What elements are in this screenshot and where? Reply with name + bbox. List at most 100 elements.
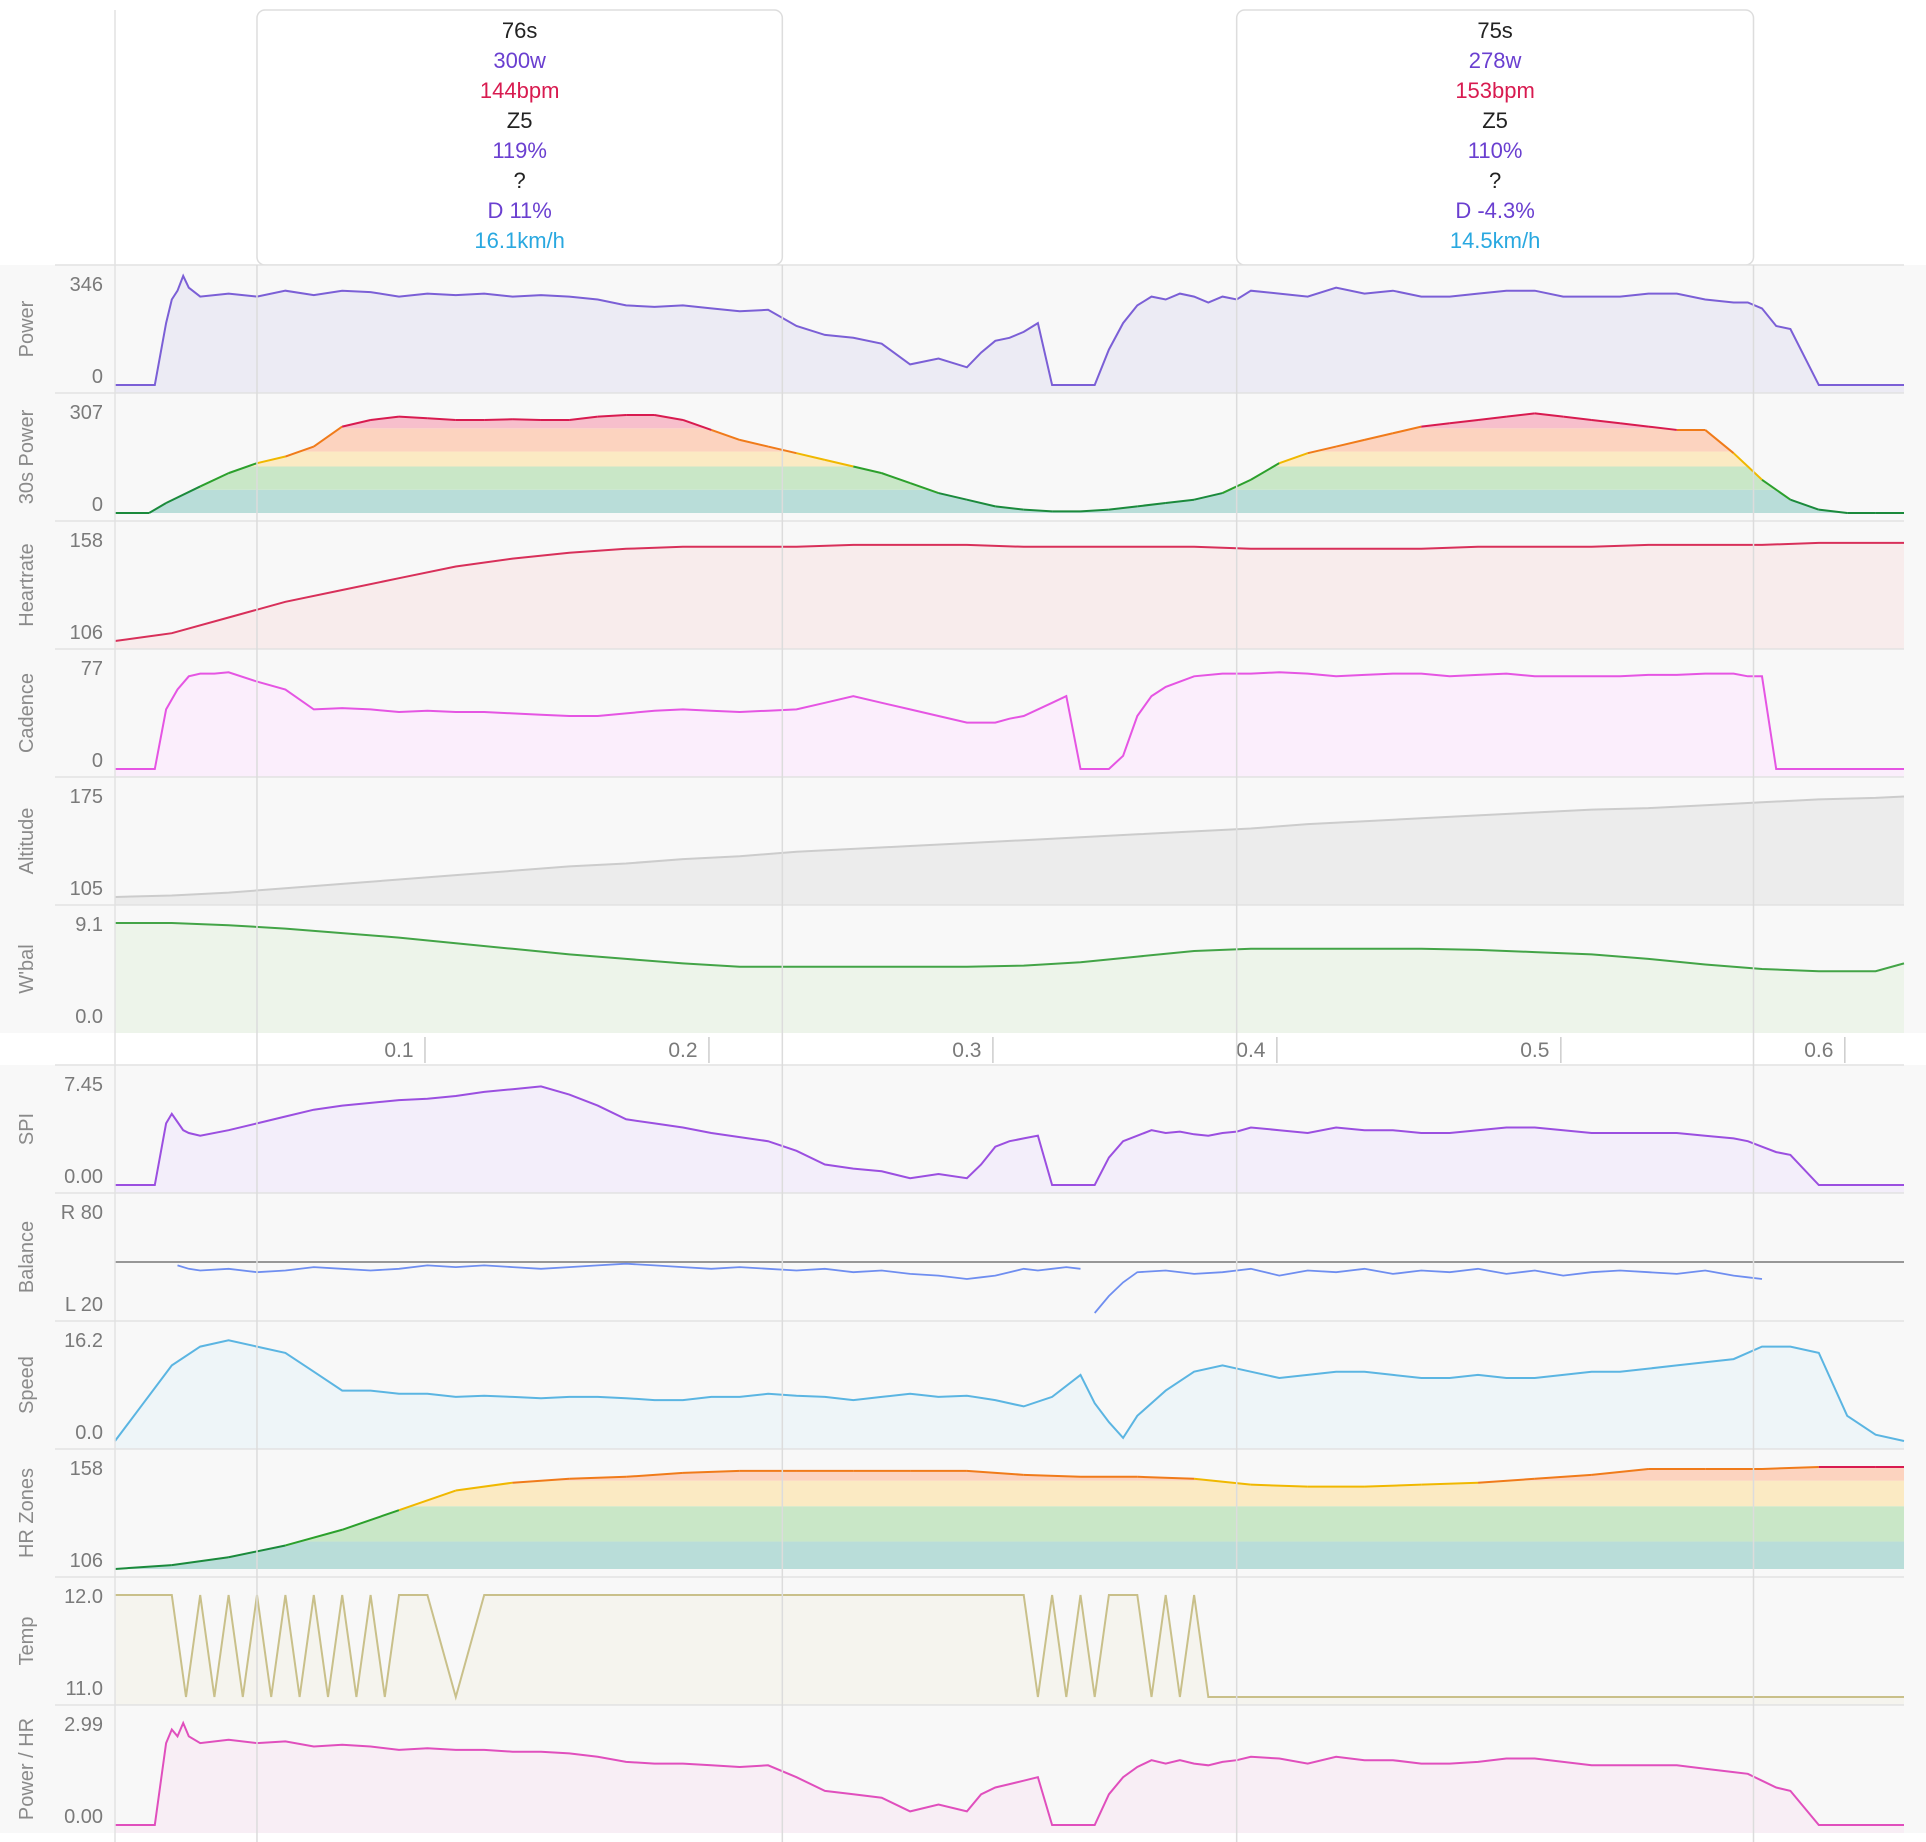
panel-title: Balance — [16, 1221, 38, 1293]
series-segment — [824, 458, 854, 468]
x-tick-label: 0.3 — [952, 1039, 981, 1062]
series-segment — [1506, 412, 1535, 418]
y-min-label: 106 — [70, 622, 103, 644]
series-segment — [285, 1528, 343, 1547]
x-tick-label: 0.6 — [1804, 1039, 1833, 1062]
series-segment — [1421, 1481, 1479, 1486]
series-segment — [1648, 425, 1677, 431]
panel-title: Power — [16, 300, 38, 357]
series-segment — [1761, 478, 1791, 501]
series-segment — [1364, 432, 1394, 441]
interval-label: 153bpm — [1455, 78, 1535, 103]
series-segment — [484, 418, 513, 421]
balance-line — [1094, 1267, 1763, 1314]
panel-title: Speed — [16, 1356, 38, 1414]
series-segment — [909, 482, 939, 495]
series-line — [114, 541, 1904, 642]
series-area — [115, 1086, 1904, 1193]
series-segment — [1790, 498, 1820, 511]
x-axis-band — [0, 1033, 1926, 1065]
series-segment — [1534, 1473, 1592, 1480]
series-segment — [1137, 1475, 1195, 1480]
series-segment — [1250, 462, 1280, 481]
interval-label: 16.1km/h — [474, 228, 565, 253]
y-max-label: 307 — [70, 402, 103, 424]
balance-line — [177, 1262, 1081, 1280]
series-segment — [1761, 1466, 1819, 1470]
y-min-label: 0 — [92, 366, 103, 388]
series-segment — [1818, 508, 1848, 514]
series-segment — [569, 1475, 627, 1480]
series-line — [115, 1085, 1904, 1186]
series-segment — [1137, 502, 1166, 508]
series-segment — [199, 472, 230, 488]
y-max-label: 16.2 — [64, 1330, 103, 1352]
series-segment — [455, 1481, 513, 1492]
panel-title: Temp — [16, 1617, 38, 1666]
series-segment — [711, 428, 741, 441]
series-segment — [1193, 1477, 1251, 1486]
series-segment — [1250, 1483, 1308, 1488]
series-segment — [1278, 452, 1308, 465]
series-segment — [1023, 1473, 1081, 1478]
interval-label: 14.5km/h — [1450, 228, 1541, 253]
series-area — [115, 275, 1904, 393]
x-tick-label: 0.4 — [1236, 1039, 1266, 1062]
y-max-label: R 80 — [61, 1202, 103, 1224]
series-segment — [682, 419, 712, 431]
y-min-label: 106 — [70, 1550, 103, 1572]
panel-title: Altitude — [16, 808, 38, 875]
series-segment — [1108, 505, 1138, 511]
series-line — [114, 795, 1905, 898]
interval-label: D -4.3% — [1455, 198, 1534, 223]
interval-label: 75s — [1477, 18, 1512, 43]
series-segment — [1732, 452, 1763, 481]
panel-title: Power / HR — [16, 1718, 38, 1820]
series-area — [115, 796, 1904, 905]
series-segment — [626, 1471, 684, 1478]
series-segment — [1193, 492, 1223, 501]
y-max-label: 2.99 — [64, 1714, 103, 1736]
series-line — [115, 671, 1904, 770]
series-segment — [313, 425, 343, 448]
series-segment — [285, 445, 315, 458]
y-min-label: 0.0 — [75, 1006, 103, 1028]
series-segment — [165, 485, 201, 504]
interval-label: 278w — [1469, 48, 1522, 73]
panel-title: Cadence — [16, 673, 38, 753]
series-line — [114, 1339, 1905, 1442]
series-segment — [1449, 418, 1479, 425]
y-max-label: 346 — [70, 274, 103, 296]
series-segment — [1165, 498, 1195, 505]
series-segment — [966, 498, 996, 508]
zone-band — [115, 1506, 1904, 1542]
series-segment — [1563, 415, 1592, 421]
y-min-label: 0.0 — [75, 1422, 103, 1444]
x-tick-label: 0.2 — [668, 1039, 697, 1062]
series-segment — [995, 505, 1024, 511]
series-line — [115, 1594, 1904, 1701]
series-segment — [938, 492, 968, 501]
interval-label: 144bpm — [480, 78, 560, 103]
y-max-label: 77 — [81, 658, 103, 680]
series-segment — [881, 472, 911, 485]
series-segment — [597, 413, 627, 418]
y-min-label: 11.0 — [66, 1678, 103, 1700]
y-min-label: 105 — [70, 878, 103, 900]
series-segment — [1392, 425, 1422, 435]
y-min-label: 0 — [92, 750, 103, 772]
series-segment — [1534, 412, 1564, 418]
series-area — [115, 923, 1904, 1033]
panel-title: SPI — [16, 1113, 38, 1145]
series-segment — [853, 465, 882, 475]
series-segment — [654, 414, 684, 421]
y-max-label: 158 — [70, 530, 103, 552]
interval-label: 76s — [502, 18, 537, 43]
series-segment — [1477, 415, 1507, 421]
y-min-label: 0.00 — [64, 1806, 103, 1828]
series-area — [115, 542, 1904, 649]
series-segment — [148, 502, 167, 514]
interval-label: 110% — [1468, 138, 1523, 163]
series-segment — [1364, 1483, 1422, 1488]
